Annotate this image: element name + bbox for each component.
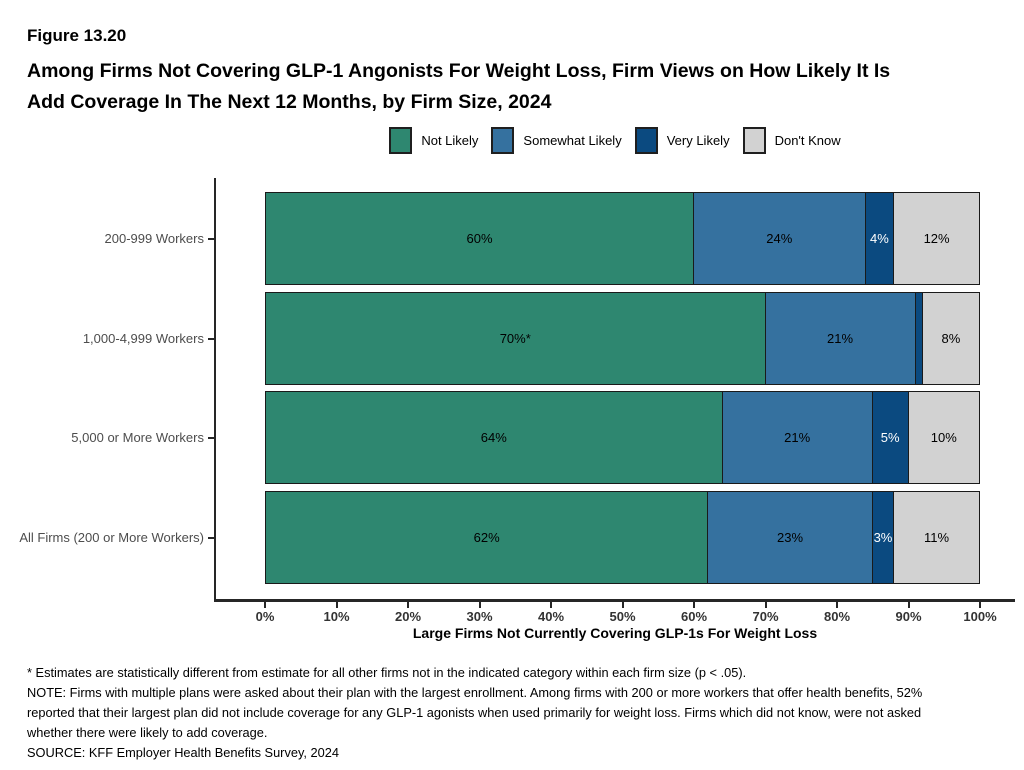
y-axis-category-label: 5,000 or More Workers xyxy=(71,429,204,445)
x-tick-mark xyxy=(407,602,409,608)
bar-segment: 4% xyxy=(865,192,895,285)
x-axis-tick-label: 90% xyxy=(895,609,922,624)
x-tick-mark xyxy=(478,602,481,608)
y-axis-category-label: 200-999 Workers xyxy=(104,230,204,246)
bar-segment: 8% xyxy=(922,292,980,385)
figure-number: Figure 13.20 xyxy=(27,26,127,45)
x-axis-tick-label: 10% xyxy=(323,609,350,624)
bar-segment: 24% xyxy=(694,192,866,285)
legend-swatch xyxy=(491,126,515,154)
x-axis-tick-label: 0% xyxy=(255,609,275,624)
bar-segment: 5% xyxy=(872,391,909,484)
footnotes: * Estimates are statistically different … xyxy=(27,663,935,763)
footnote-note: NOTE: Firms with multiple plans were ask… xyxy=(27,685,923,740)
legend-label: Not Likely xyxy=(421,132,479,148)
x-tick-mark xyxy=(693,602,695,608)
y-tick-mark xyxy=(208,536,214,539)
legend-item: Very Likely xyxy=(634,126,730,154)
legend-item: Don't Know xyxy=(742,126,841,154)
bar-segment-label: 3% xyxy=(873,530,893,545)
legend-label: Somewhat Likely xyxy=(523,132,622,148)
x-tick-mark xyxy=(335,602,338,608)
chart-title-line-1: Among Firms Not Covering GLP-1 Angonists… xyxy=(27,60,891,82)
x-axis-tick-label: 100% xyxy=(963,609,997,624)
x-tick-mark xyxy=(764,602,767,608)
y-tick-mark xyxy=(208,337,214,340)
bar-segment: 21% xyxy=(722,391,873,484)
bar-segment-label: 8% xyxy=(941,331,961,346)
legend-item: Not Likely xyxy=(389,126,479,154)
x-axis-title: Large Firms Not Currently Covering GLP-1… xyxy=(412,625,818,641)
bar-segment: 70%* xyxy=(265,292,766,385)
bar-segment-label: 12% xyxy=(923,231,950,246)
x-tick-mark xyxy=(264,602,266,608)
x-axis-tick-label: 30% xyxy=(466,609,493,624)
legend-swatch xyxy=(389,126,413,154)
bar-segment: 23% xyxy=(708,491,873,584)
y-tick-mark xyxy=(208,436,214,439)
legend-item: Somewhat Likely xyxy=(491,126,622,154)
bar-segment-label: 11% xyxy=(924,530,950,545)
legend-swatch xyxy=(742,126,766,154)
x-axis-tick-label: 80% xyxy=(823,609,851,624)
bar-segment: 64% xyxy=(265,391,723,484)
bar-segment: 12% xyxy=(894,192,980,285)
bar-segment: 11% xyxy=(894,491,980,584)
bar-segment: 21% xyxy=(765,292,916,385)
bar-segment-label: 21% xyxy=(784,430,811,445)
chart-title-line-2: Add Coverage In The Next 12 Months, by F… xyxy=(27,91,552,113)
x-tick-mark xyxy=(979,602,981,608)
bar-segment: 60% xyxy=(265,192,694,285)
x-tick-mark xyxy=(621,602,624,608)
x-tick-mark xyxy=(836,602,838,608)
bar-segment-label: 23% xyxy=(777,530,804,545)
bar-segment-label: 64% xyxy=(480,430,507,445)
bar-segment: 3% xyxy=(872,491,895,584)
legend-label: Don't Know xyxy=(774,132,841,148)
y-axis-line xyxy=(214,178,216,602)
x-axis-line xyxy=(214,599,1015,602)
y-axis-category-label: All Firms (200 or More Workers) xyxy=(19,529,204,545)
bar-segment-label: 5% xyxy=(880,430,900,445)
bar-segment-label: 62% xyxy=(473,530,500,545)
legend-label: Very Likely xyxy=(666,132,730,148)
bar-segment: 62% xyxy=(265,491,709,584)
bar-segment-label: 4% xyxy=(869,231,889,246)
bar-segment-label: 70%* xyxy=(499,331,531,346)
bar-segment-label: 10% xyxy=(930,430,957,445)
x-axis-tick-label: 60% xyxy=(680,609,708,624)
footnote-source: SOURCE: KFF Employer Health Benefits Sur… xyxy=(27,745,339,760)
bar-segment xyxy=(915,292,923,385)
bar-segment: 10% xyxy=(908,391,980,484)
bar-segment-label: 60% xyxy=(466,231,493,246)
x-tick-mark xyxy=(907,602,910,608)
bar-segment-label: 21% xyxy=(827,331,854,346)
bar-segment-label: 24% xyxy=(766,231,793,246)
x-axis-tick-label: 70% xyxy=(752,609,779,624)
x-axis-tick-label: 20% xyxy=(394,609,422,624)
x-tick-mark xyxy=(550,602,552,608)
x-axis-tick-label: 50% xyxy=(609,609,636,624)
y-tick-mark xyxy=(208,237,214,240)
footnote-asterisk: * Estimates are statistically different … xyxy=(27,665,747,680)
legend: Not Likely Somewhat Likely Very Likely Don'… xyxy=(215,126,1015,154)
y-axis-category-label: 1,000-4,999 Workers xyxy=(82,330,204,346)
legend-swatch xyxy=(634,126,658,154)
chart-title: Among Firms Not Covering GLP-1 Angonists… xyxy=(27,56,890,118)
x-axis-tick-label: 40% xyxy=(537,609,565,624)
